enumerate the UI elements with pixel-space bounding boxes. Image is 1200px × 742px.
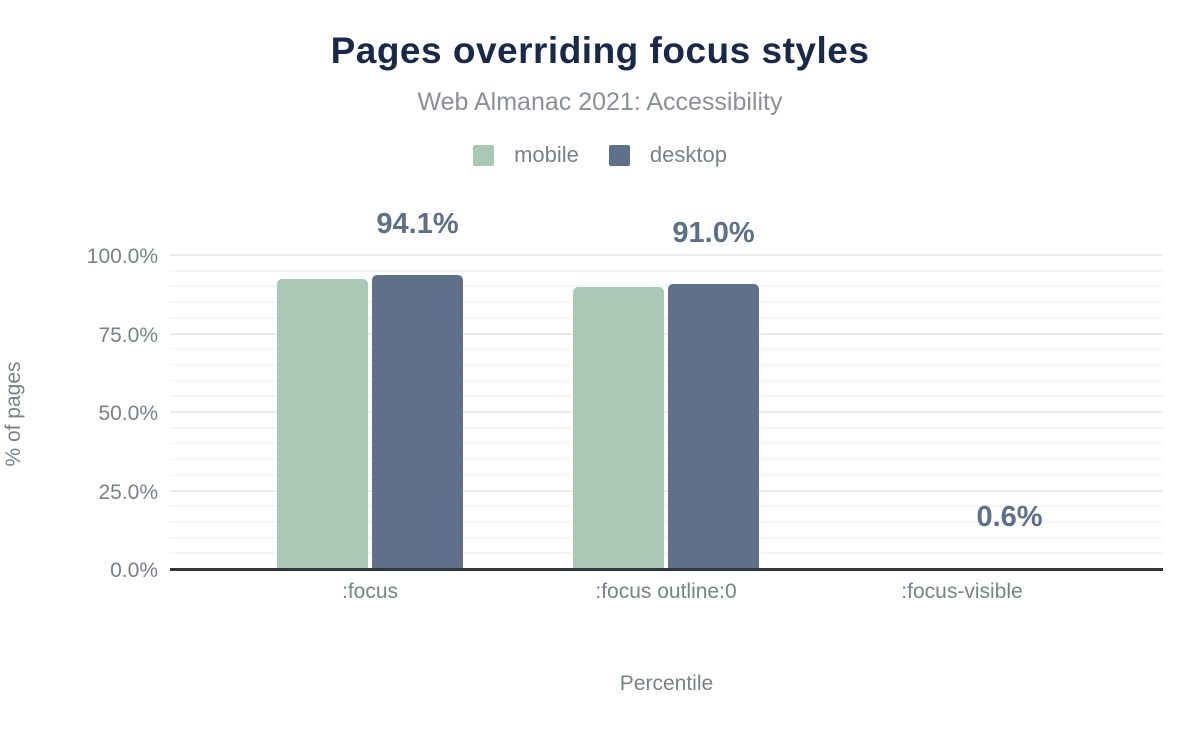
gridline-minor — [170, 316, 1163, 319]
gridline-minor — [170, 395, 1163, 398]
chart-subtitle: Web Almanac 2021: Accessibility — [417, 88, 783, 116]
bar-value-label: 91.0% — [672, 217, 755, 250]
legend-label-mobile: mobile — [514, 142, 579, 167]
gridline-minor — [170, 505, 1163, 508]
y-tick-label: 75.0% — [98, 323, 158, 347]
y-tick-label: 25.0% — [98, 480, 158, 504]
bar-value-label: 0.6% — [976, 501, 1043, 534]
gridline-minor — [170, 363, 1163, 366]
gridline-major — [170, 332, 1163, 335]
x-tick-label: :focus outline:0 — [595, 580, 737, 603]
y-axis-title: % of pages — [2, 361, 25, 467]
x-axis-line — [170, 568, 1163, 571]
x-axis-title: Percentile — [619, 672, 714, 695]
gridline-minor — [170, 473, 1163, 476]
bar-desktop-1[interactable] — [372, 274, 463, 570]
bar-mobile-1[interactable] — [277, 279, 368, 570]
plot-area: 94.1% 91.0% 0.6% — [170, 208, 1163, 571]
legend-label-desktop: desktop — [649, 142, 727, 167]
y-tick-label: 100.0% — [86, 245, 158, 268]
bar-group-1 — [222, 256, 518, 570]
gridline-minor — [170, 348, 1163, 351]
legend-item-desktop: desktop — [608, 142, 727, 168]
gridline-minor — [170, 379, 1163, 382]
gridline-minor — [170, 552, 1163, 555]
gridline-minor — [170, 301, 1163, 304]
bar-group-3 — [814, 256, 1110, 570]
legend-swatch-mobile-icon — [473, 144, 495, 166]
gridline-minor — [170, 458, 1163, 461]
bar-group-2 — [518, 256, 814, 570]
legend-item-mobile: mobile — [473, 142, 579, 168]
bar-mobile-2[interactable] — [573, 287, 664, 570]
gridline-minor — [170, 426, 1163, 429]
gridline-minor — [170, 536, 1163, 539]
gridline-minor — [170, 442, 1163, 445]
legend: mobile desktop — [0, 142, 1200, 168]
gridline-minor — [170, 520, 1163, 523]
x-tick-label: :focus-visible — [901, 580, 1023, 603]
gridline-minor — [170, 285, 1163, 288]
bar-value-label: 94.1% — [376, 207, 459, 240]
bars-container — [222, 256, 1110, 570]
gridline-major — [170, 254, 1163, 256]
legend-swatch-desktop-icon — [608, 144, 630, 166]
x-tick-label: :focus — [341, 580, 399, 603]
y-tick-label: 50.0% — [98, 402, 158, 425]
chart-title: Pages overriding focus styles — [330, 30, 870, 71]
gridline-major — [170, 489, 1163, 492]
gridline-minor — [170, 269, 1163, 272]
y-tick-label: 0.0% — [110, 559, 158, 582]
gridline-major — [170, 411, 1163, 413]
bar-desktop-2[interactable] — [668, 284, 759, 570]
